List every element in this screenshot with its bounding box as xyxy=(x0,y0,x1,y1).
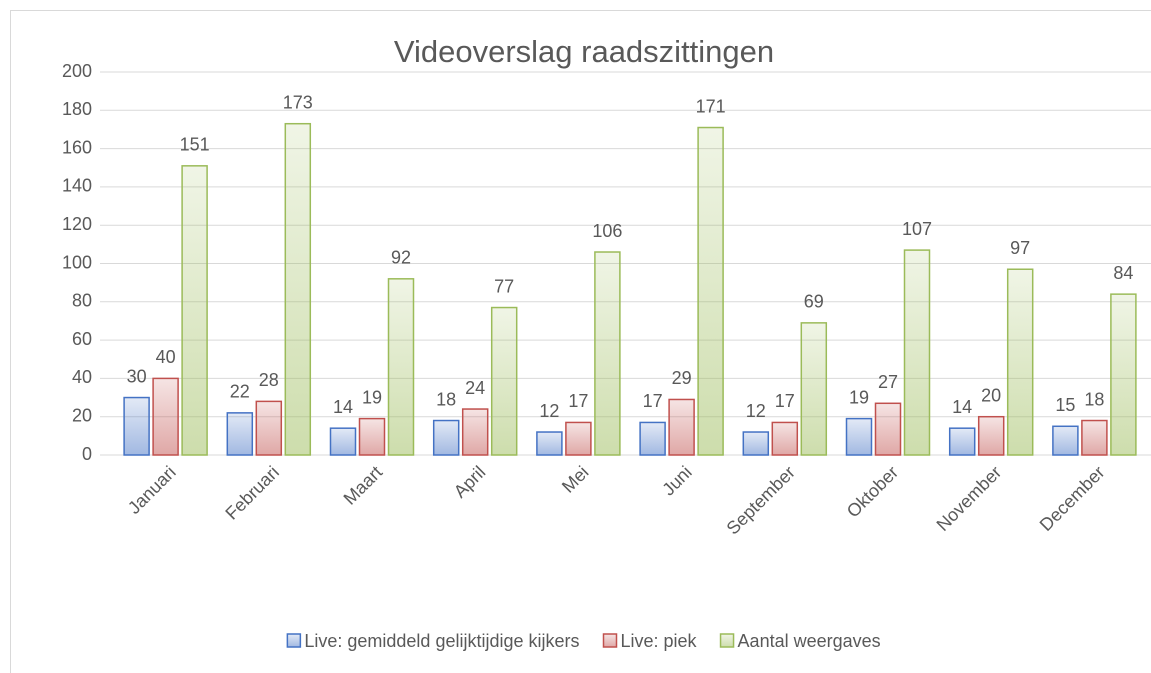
bar xyxy=(181,165,208,456)
y-tick-label: 160 xyxy=(62,137,92,157)
x-tick-label: December xyxy=(1036,462,1109,535)
data-label: 15 xyxy=(1055,395,1075,415)
bar xyxy=(565,421,592,456)
bar xyxy=(432,419,460,456)
chart-frame xyxy=(10,10,1151,673)
x-tick-label: April xyxy=(450,462,490,502)
bar xyxy=(977,415,1005,456)
y-tick-label: 200 xyxy=(62,61,92,81)
y-tick-label: 60 xyxy=(72,329,92,349)
bar xyxy=(387,278,415,456)
bar xyxy=(1052,425,1079,456)
legend-label: Aantal weergaves xyxy=(738,631,881,651)
data-label: 27 xyxy=(878,372,898,392)
bar xyxy=(771,421,799,456)
y-tick-label: 40 xyxy=(72,367,92,387)
bar xyxy=(845,417,873,456)
data-label: 17 xyxy=(643,391,663,411)
data-label: 18 xyxy=(436,389,456,409)
bar xyxy=(874,402,902,456)
data-label: 30 xyxy=(127,366,147,386)
x-tick-label: Oktober xyxy=(843,462,902,521)
x-tick-label: September xyxy=(723,462,799,538)
data-label: 77 xyxy=(494,276,514,296)
legend-swatch xyxy=(286,633,302,648)
data-label: 28 xyxy=(259,370,279,390)
legend-label: Live: piek xyxy=(621,631,698,651)
y-tick-label: 0 xyxy=(82,444,92,464)
data-label: 24 xyxy=(465,378,485,398)
legend-swatch xyxy=(719,633,735,648)
bar xyxy=(948,427,976,456)
y-tick-label: 100 xyxy=(62,252,92,272)
x-tick-label: Januari xyxy=(124,462,180,518)
x-tick-label: Maart xyxy=(340,462,387,509)
x-tick-label: Mei xyxy=(558,462,593,497)
legend-label: Live: gemiddeld gelijktijdige kijkers xyxy=(304,631,579,651)
bar xyxy=(123,396,150,456)
data-label: 12 xyxy=(746,401,766,421)
bar xyxy=(255,400,283,456)
data-label: 40 xyxy=(156,347,176,367)
x-tick-label: November xyxy=(933,462,1006,535)
data-label: 22 xyxy=(230,382,250,402)
data-label: 171 xyxy=(696,96,726,116)
bar xyxy=(358,417,386,456)
bar xyxy=(284,122,312,456)
y-tick-label: 140 xyxy=(62,176,92,196)
x-tick-label: Februari xyxy=(221,462,283,524)
data-label: 106 xyxy=(592,221,622,241)
bar xyxy=(536,431,563,456)
data-label: 97 xyxy=(1010,238,1030,258)
bar xyxy=(800,322,828,456)
y-tick-label: 180 xyxy=(62,99,92,119)
legend-swatch xyxy=(602,633,618,648)
data-label: 107 xyxy=(902,219,932,239)
y-tick-label: 20 xyxy=(72,405,92,425)
bar xyxy=(668,398,695,456)
x-tick-label: Juni xyxy=(658,462,695,499)
bar xyxy=(697,126,724,456)
data-label: 19 xyxy=(849,387,869,407)
bar xyxy=(742,431,770,456)
data-label: 69 xyxy=(804,292,824,312)
bar xyxy=(594,251,621,456)
bar xyxy=(152,377,179,456)
bar xyxy=(461,408,489,456)
data-label: 17 xyxy=(775,391,795,411)
data-label: 14 xyxy=(952,397,972,417)
bar xyxy=(1006,268,1034,456)
bar xyxy=(1110,293,1137,456)
data-label: 151 xyxy=(180,135,210,155)
data-label: 18 xyxy=(1084,389,1104,409)
data-label: 19 xyxy=(362,387,382,407)
y-tick-label: 120 xyxy=(62,214,92,234)
bar xyxy=(226,412,254,456)
y-tick-label: 80 xyxy=(72,291,92,311)
bar xyxy=(1081,419,1108,456)
data-label: 17 xyxy=(568,391,588,411)
bar xyxy=(490,306,518,456)
bar xyxy=(639,421,666,456)
data-label: 173 xyxy=(283,92,313,112)
data-label: 20 xyxy=(981,385,1001,405)
data-label: 12 xyxy=(539,401,559,421)
data-label: 14 xyxy=(333,397,353,417)
data-label: 29 xyxy=(672,368,692,388)
chart-title: Videoverslag raadszittingen xyxy=(394,34,774,69)
bar xyxy=(903,249,931,456)
data-label: 84 xyxy=(1113,263,1133,283)
data-label: 92 xyxy=(391,248,411,268)
bar xyxy=(329,427,357,456)
